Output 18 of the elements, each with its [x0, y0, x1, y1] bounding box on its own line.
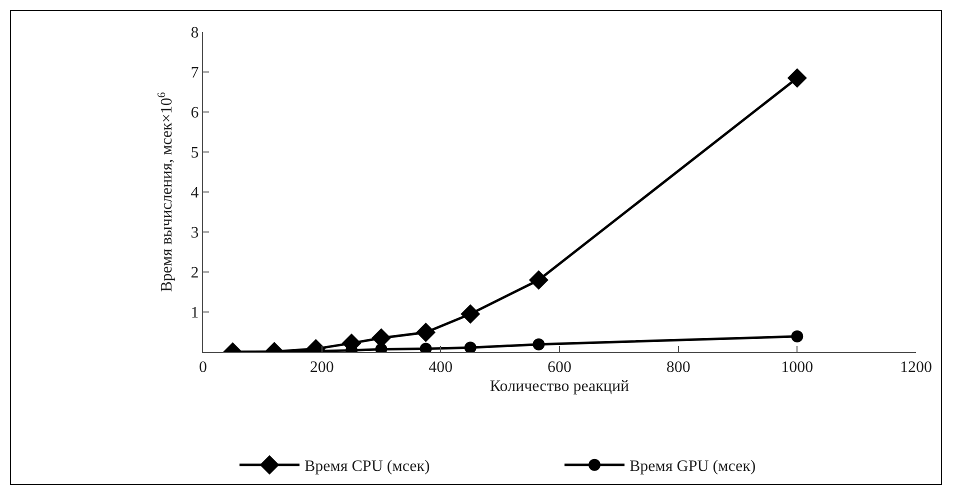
legend-label: Время GPU (мсек) [630, 458, 756, 476]
x-tick-label: 0 [199, 359, 207, 376]
x-tick-label: 1200 [900, 359, 932, 376]
y-tick-label: 5 [190, 144, 199, 162]
y-tick-label: 1 [190, 304, 199, 322]
x-tick-label: 800 [666, 359, 690, 376]
y-tick-label: 2 [190, 264, 199, 282]
legend-label: Время CPU (мсек) [304, 458, 430, 476]
x-tick-label: 600 [548, 359, 572, 376]
x-tick-label: 200 [310, 359, 334, 376]
y-tick-label: 8 [190, 24, 199, 42]
x-tick-label: 400 [428, 359, 453, 376]
y-tick-label: 3 [190, 224, 199, 242]
x-tick-label: 1000 [781, 359, 814, 376]
y-tick-label: 4 [190, 184, 199, 202]
y-tick-label: 7 [190, 64, 199, 82]
x-axis-title: Количество реакций [490, 378, 630, 395]
y-tick-label: 6 [190, 104, 199, 122]
